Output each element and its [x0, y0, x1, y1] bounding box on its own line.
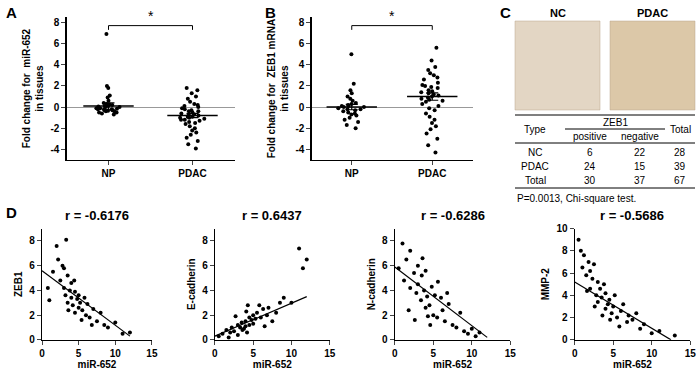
svg-text:Fold change for miR-652in tis: Fold change for miR-652in tissues: [21, 28, 45, 148]
svg-text:N-cadherin: N-cadherin: [366, 258, 377, 310]
svg-text:NP: NP: [345, 168, 359, 179]
svg-text:4: 4: [382, 285, 388, 296]
svg-text:0: 0: [572, 348, 578, 359]
svg-text:67: 67: [674, 175, 686, 186]
svg-text:5: 5: [431, 348, 437, 359]
svg-text:Total: Total: [670, 124, 691, 135]
svg-text:miR-652: miR-652: [433, 359, 472, 370]
svg-text:miR-652: miR-652: [77, 359, 116, 370]
svg-text:8: 8: [29, 235, 35, 246]
svg-text:NP: NP: [102, 168, 116, 179]
svg-text:miR-652: miR-652: [253, 359, 292, 370]
svg-text:8: 8: [562, 245, 568, 256]
svg-text:-4: -4: [295, 144, 304, 155]
svg-text:10: 10: [110, 348, 122, 359]
svg-text:2: 2: [382, 310, 388, 321]
svg-text:6: 6: [587, 147, 593, 158]
svg-text:4: 4: [54, 59, 60, 70]
svg-text:30: 30: [584, 175, 596, 186]
svg-text:0: 0: [382, 334, 388, 345]
svg-text:6: 6: [562, 268, 568, 279]
svg-text:4: 4: [29, 285, 35, 296]
svg-text:A: A: [6, 4, 17, 21]
svg-text:r = -0.5686: r = -0.5686: [600, 208, 664, 223]
svg-text:negative: negative: [621, 131, 659, 142]
svg-text:24: 24: [584, 161, 596, 172]
svg-text:0: 0: [299, 102, 305, 113]
svg-text:15: 15: [146, 348, 158, 359]
svg-text:6: 6: [382, 260, 388, 271]
svg-text:2: 2: [299, 80, 305, 91]
svg-text:miR-652: miR-652: [613, 359, 652, 370]
svg-text:22: 22: [634, 147, 646, 158]
svg-text:D: D: [6, 204, 17, 221]
svg-text:15: 15: [685, 348, 697, 359]
svg-text:r = 0.6437: r = 0.6437: [242, 208, 302, 223]
svg-text:positive: positive: [573, 131, 607, 142]
svg-text:ZEB1: ZEB1: [603, 117, 628, 128]
svg-text:2: 2: [54, 80, 60, 91]
svg-text:4: 4: [299, 59, 305, 70]
svg-text:8: 8: [54, 17, 60, 28]
svg-text:B: B: [265, 4, 276, 21]
svg-text:PDAC: PDAC: [521, 161, 549, 172]
svg-text:PDAC: PDAC: [418, 168, 446, 179]
svg-text:NC: NC: [550, 7, 566, 19]
svg-text:-2: -2: [50, 123, 59, 134]
svg-text:Total: Total: [525, 175, 546, 186]
svg-text:5: 5: [610, 348, 616, 359]
svg-text:8: 8: [299, 17, 305, 28]
svg-text:-2: -2: [295, 123, 304, 134]
svg-text:10: 10: [646, 348, 658, 359]
svg-text:8: 8: [382, 235, 388, 246]
svg-text:6: 6: [54, 38, 60, 49]
svg-text:15: 15: [505, 348, 517, 359]
svg-text:MMP-2: MMP-2: [540, 268, 551, 301]
svg-text:PDAC: PDAC: [637, 7, 668, 19]
svg-text:0: 0: [29, 334, 35, 345]
svg-text:37: 37: [634, 175, 646, 186]
svg-text:4: 4: [562, 290, 568, 301]
svg-text:P=0.0013, Chi-square test.: P=0.0013, Chi-square test.: [517, 193, 636, 204]
svg-text:C: C: [500, 4, 511, 21]
svg-text:Type: Type: [524, 124, 546, 135]
svg-text:PDAC: PDAC: [178, 168, 206, 179]
svg-text:0: 0: [392, 348, 398, 359]
svg-text:6: 6: [202, 260, 208, 271]
svg-text:6: 6: [299, 38, 305, 49]
svg-text:2: 2: [562, 312, 568, 323]
svg-text:0: 0: [54, 102, 60, 113]
svg-text:Fold change for ZEB1 mRNAin t: Fold change for ZEB1 mRNAin tissues: [266, 19, 290, 158]
svg-text:10: 10: [556, 223, 568, 234]
svg-text:r = -0.6176: r = -0.6176: [65, 208, 129, 223]
svg-text:5: 5: [250, 348, 256, 359]
svg-text:6: 6: [29, 260, 35, 271]
svg-text:E-cadherin: E-cadherin: [186, 258, 197, 310]
svg-text:r = -0.6286: r = -0.6286: [421, 208, 485, 223]
svg-text:15: 15: [324, 348, 336, 359]
svg-text:0: 0: [202, 334, 208, 345]
svg-text:NC: NC: [528, 147, 542, 158]
svg-text:0: 0: [39, 348, 45, 359]
svg-text:28: 28: [674, 147, 686, 158]
svg-text:*: *: [389, 8, 395, 24]
svg-text:4: 4: [202, 285, 208, 296]
svg-text:8: 8: [202, 235, 208, 246]
svg-text:0: 0: [562, 334, 568, 345]
svg-text:39: 39: [674, 161, 686, 172]
svg-text:*: *: [148, 8, 154, 24]
svg-text:5: 5: [76, 348, 82, 359]
svg-text:ZEB1: ZEB1: [13, 271, 24, 297]
svg-text:-4: -4: [50, 144, 59, 155]
svg-text:2: 2: [29, 310, 35, 321]
svg-text:2: 2: [202, 310, 208, 321]
svg-text:15: 15: [634, 161, 646, 172]
svg-text:10: 10: [286, 348, 298, 359]
svg-text:0: 0: [212, 348, 218, 359]
svg-text:10: 10: [466, 348, 478, 359]
